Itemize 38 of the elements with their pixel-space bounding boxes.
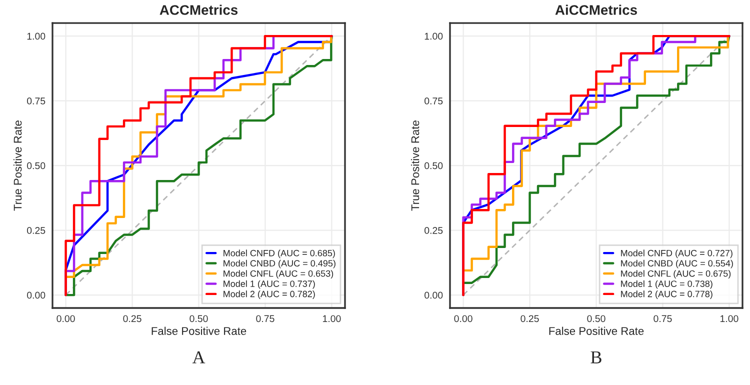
y-tick-label: 0.50	[424, 162, 443, 170]
y-tick-label: 1.00	[27, 32, 46, 40]
x-tick-label: 0.25	[520, 315, 539, 322]
x-tick-label: 0.50	[190, 315, 208, 322]
y-tick-label: 1.00	[424, 32, 443, 40]
y-axis-title: True Positive Rate	[14, 120, 22, 211]
legend-label: Model CNFL (AUC = 0.653)	[224, 270, 334, 279]
x-tick-label: 0.50	[587, 315, 606, 322]
legend-label: Model CNFD (AUC = 0.727)	[621, 250, 732, 258]
x-tick-label: 0.00	[56, 315, 75, 322]
text: B	[590, 351, 602, 364]
x-tick-label: 1.00	[322, 315, 341, 322]
x-tick-label: 0.25	[123, 315, 142, 322]
y-tick-label: 0.75	[27, 98, 46, 104]
x-tick-label: 0.00	[454, 315, 472, 322]
y-tick-label: 0.25	[27, 227, 46, 234]
legend-label: Model CNFL (AUC = 0.675)	[621, 270, 731, 279]
legend-label: Model CNBD (AUC = 0.495)	[224, 260, 336, 268]
legend-label: Model CNFD (AUC = 0.685)	[224, 250, 335, 258]
y-tick-label: 0.00	[27, 292, 46, 299]
legend-label: Model CNBD (AUC = 0.554)	[621, 260, 733, 268]
y-tick-label: 0.00	[424, 292, 443, 299]
x-axis-title: False Positive Rate	[549, 326, 644, 335]
legend-label: Model 2 (AUC = 0.782)	[224, 290, 315, 299]
legend-label: Model 1 (AUC = 0.737)	[224, 280, 315, 289]
legend-label: Model 2 (AUC = 0.778)	[621, 290, 712, 299]
x-tick-label: 0.75	[256, 315, 274, 322]
chart-title: AiCCMetrics	[555, 4, 637, 15]
y-tick-label: 0.25	[424, 227, 443, 234]
y-tick-label: 0.50	[27, 162, 46, 170]
x-axis-title: False Positive Rate	[152, 326, 246, 335]
chart-title: ACCMetrics	[160, 4, 238, 15]
y-tick-label: 0.75	[424, 98, 443, 104]
legend-label: Model 1 (AUC = 0.738)	[621, 280, 712, 289]
text: A	[192, 351, 206, 364]
x-tick-label: 1.00	[720, 315, 738, 322]
x-tick-label: 0.75	[654, 315, 672, 322]
y-axis-title: True Positive Rate	[411, 120, 420, 211]
